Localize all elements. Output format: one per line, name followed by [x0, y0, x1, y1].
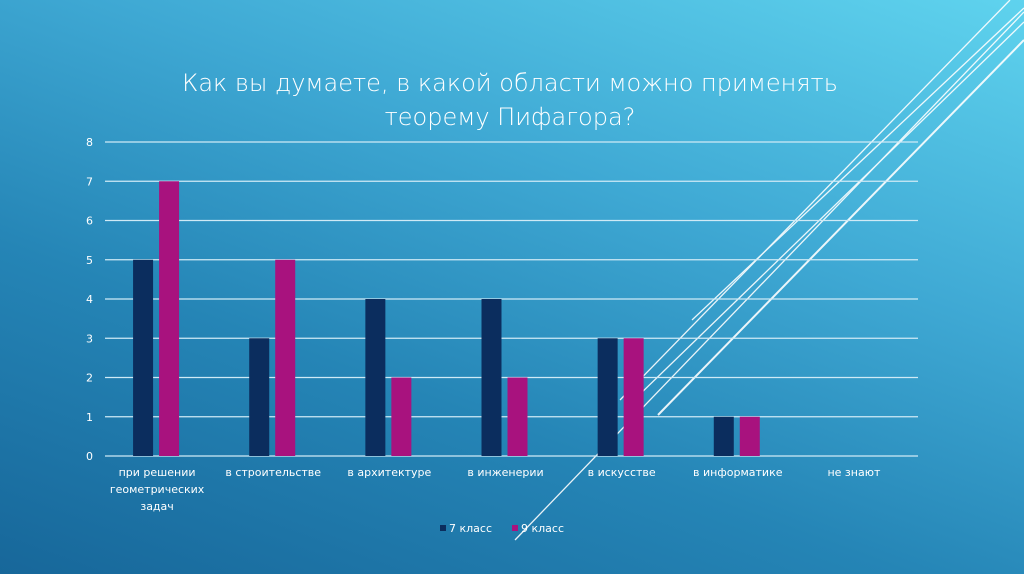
bar-7-klass	[597, 338, 618, 456]
y-tick-label: 3	[86, 332, 93, 345]
x-tick-label: не знают	[827, 466, 880, 479]
bar-7-klass	[365, 299, 386, 456]
bar-7-klass	[713, 416, 734, 456]
title-line-2: теорему Пифагора?	[384, 103, 636, 131]
x-tick-label: задач	[140, 500, 173, 513]
y-tick-label: 1	[86, 411, 93, 424]
title-line-1: Как вы думаете, в какой области можно пр…	[182, 69, 838, 97]
y-tick-label: 0	[86, 450, 93, 463]
deco-line	[619, 0, 1011, 401]
bar-9-klass	[159, 181, 180, 456]
x-tick-label: в архитектуре	[347, 466, 431, 479]
legend-label: 9 класс	[521, 522, 564, 535]
bar-9-klass	[623, 338, 644, 456]
deco-line	[691, 7, 1024, 321]
legend-swatch	[440, 525, 446, 531]
y-tick-label: 4	[86, 293, 93, 306]
chart-title: Как вы думаете, в какой области можно пр…	[120, 66, 900, 134]
bar-7-klass	[249, 338, 270, 456]
bar-9-klass	[391, 377, 412, 456]
x-tick-label: в искусстве	[588, 466, 656, 479]
bar-7-klass	[481, 299, 502, 456]
x-tick-label: геометрических	[110, 483, 205, 496]
y-tick-label: 6	[86, 215, 93, 228]
bar-9-klass	[739, 416, 760, 456]
y-tick-label: 5	[86, 254, 93, 267]
y-tick-label: 8	[86, 136, 93, 149]
y-tick-label: 7	[86, 175, 93, 188]
deco-line	[635, 21, 1024, 399]
legend-swatch	[512, 525, 518, 531]
y-tick-label: 2	[86, 372, 93, 385]
deco-line	[657, 39, 1024, 416]
x-tick-label: при решении	[119, 466, 196, 479]
bar-9-klass	[507, 377, 528, 456]
x-tick-label: в информатике	[693, 466, 783, 479]
bar-7-klass	[133, 259, 154, 456]
bar-9-klass	[275, 259, 296, 456]
x-tick-label: в инженерии	[467, 466, 543, 479]
x-tick-label: в строительстве	[225, 466, 321, 479]
legend-label: 7 класс	[449, 522, 492, 535]
